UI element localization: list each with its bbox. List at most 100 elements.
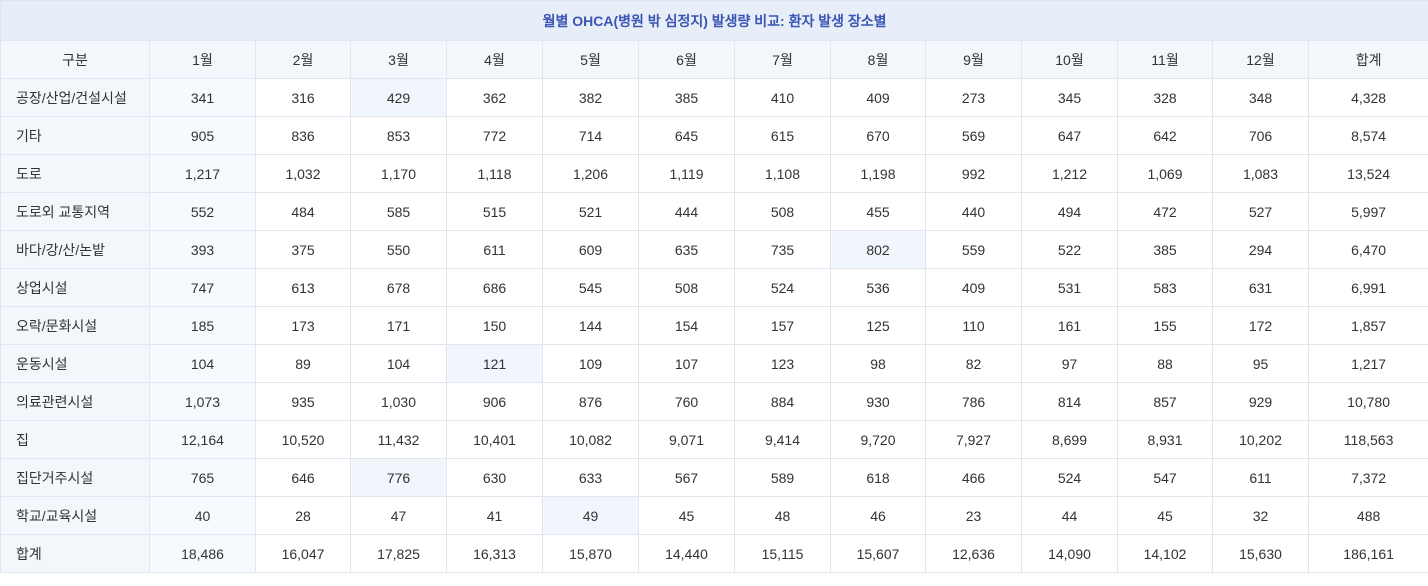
table-row: 기타 905 836 853 772 714 645 615 670 569 647 642 706 8,…: [0, 116, 1428, 155]
data-cell: 97: [1021, 344, 1118, 383]
row-total-cell: 6,470: [1307, 230, 1428, 269]
data-cell: 647: [1021, 116, 1118, 155]
data-cell: 154: [638, 306, 735, 345]
row-total-cell: 5,997: [1307, 192, 1428, 231]
row-total-cell: 6,991: [1307, 268, 1428, 307]
column-header: 6월: [638, 40, 735, 79]
ohca-monthly-table: 월별 OHCA(병원 밖 심정지) 발생량 비교: 환자 발생 장소별 구분 1월…: [0, 0, 1428, 573]
row-label: 공장/산업/건설시설: [0, 78, 150, 117]
data-cell: 536: [830, 268, 926, 307]
data-cell: 375: [255, 230, 351, 269]
data-cell: 550: [350, 230, 447, 269]
column-header: 11월: [1117, 40, 1213, 79]
data-cell: 41: [446, 496, 543, 535]
row-label: 도로: [0, 154, 150, 193]
data-cell: 32: [1212, 496, 1309, 535]
data-cell: 747: [149, 268, 256, 307]
row-label: 상업시설: [0, 268, 150, 307]
table-row: 상업시설 747 613 678 686 545 508 524 536 409 531 583 631…: [0, 268, 1428, 307]
data-cell: 385: [638, 78, 735, 117]
data-cell: 110: [925, 306, 1022, 345]
table-row: 도로외 교통지역 552 484 585 515 521 444 508 455 440 494 47…: [0, 192, 1428, 231]
data-cell: 545: [542, 268, 639, 307]
data-cell: 1,119: [638, 154, 735, 193]
total-cell: 16,313: [446, 534, 543, 573]
table-row: 학교/교육시설 40 28 47 41 49 45 48 46 23 44 45 32 488: [0, 496, 1428, 535]
data-cell: 444: [638, 192, 735, 231]
data-cell: 45: [638, 496, 735, 535]
data-cell: 173: [255, 306, 351, 345]
data-cell: 527: [1212, 192, 1309, 231]
data-cell: 524: [1021, 458, 1118, 497]
table-row: 도로 1,217 1,032 1,170 1,118 1,206 1,119 1,108 1,1…: [0, 154, 1428, 193]
data-cell: 678: [350, 268, 447, 307]
data-cell: 123: [734, 344, 831, 383]
data-cell: 633: [542, 458, 639, 497]
data-cell: 155: [1117, 306, 1213, 345]
data-cell: 1,073: [149, 382, 256, 421]
data-cell: 409: [830, 78, 926, 117]
column-header: 합계: [1307, 40, 1428, 79]
data-cell: 515: [446, 192, 543, 231]
data-cell: 466: [925, 458, 1022, 497]
row-total-cell: 1,857: [1307, 306, 1428, 345]
data-cell: 930: [830, 382, 926, 421]
data-cell: 1,030: [350, 382, 447, 421]
data-cell: 8,931: [1117, 420, 1213, 459]
data-cell: 521: [542, 192, 639, 231]
data-cell: 618: [830, 458, 926, 497]
row-total-cell: 4,328: [1307, 78, 1428, 117]
data-cell: 642: [1117, 116, 1213, 155]
data-cell: 646: [255, 458, 351, 497]
data-cell: 429: [350, 78, 447, 117]
data-cell: 98: [830, 344, 926, 383]
data-cell: 531: [1021, 268, 1118, 307]
data-cell: 613: [255, 268, 351, 307]
column-header: 9월: [925, 40, 1022, 79]
total-cell: 18,486: [149, 534, 256, 573]
data-cell: 1,198: [830, 154, 926, 193]
row-total-cell: 488: [1307, 496, 1428, 535]
row-label: 학교/교육시설: [0, 496, 150, 535]
data-cell: 7,927: [925, 420, 1022, 459]
data-cell: 524: [734, 268, 831, 307]
data-cell: 1,032: [255, 154, 351, 193]
data-cell: 48: [734, 496, 831, 535]
total-cell: 14,102: [1117, 534, 1213, 573]
data-cell: 10,202: [1212, 420, 1309, 459]
data-cell: 12,164: [149, 420, 256, 459]
data-cell: 765: [149, 458, 256, 497]
data-cell: 905: [149, 116, 256, 155]
row-total-cell: 1,217: [1307, 344, 1428, 383]
data-cell: 104: [350, 344, 447, 383]
data-cell: 47: [350, 496, 447, 535]
data-cell: 522: [1021, 230, 1118, 269]
data-cell: 89: [255, 344, 351, 383]
data-cell: 172: [1212, 306, 1309, 345]
data-cell: 157: [734, 306, 831, 345]
data-cell: 9,414: [734, 420, 831, 459]
data-cell: 631: [1212, 268, 1309, 307]
row-label: 도로외 교통지역: [0, 192, 150, 231]
data-cell: 49: [542, 496, 639, 535]
data-cell: 328: [1117, 78, 1213, 117]
data-cell: 472: [1117, 192, 1213, 231]
data-cell: 341: [149, 78, 256, 117]
data-cell: 121: [446, 344, 543, 383]
column-header: 10월: [1021, 40, 1118, 79]
data-cell: 906: [446, 382, 543, 421]
data-cell: 686: [446, 268, 543, 307]
data-cell: 484: [255, 192, 351, 231]
table-row: 오락/문화시설 185 173 171 150 144 154 157 125 110 161 155…: [0, 306, 1428, 345]
data-cell: 589: [734, 458, 831, 497]
data-cell: 1,069: [1117, 154, 1213, 193]
data-cell: 1,118: [446, 154, 543, 193]
row-label: 기타: [0, 116, 150, 155]
table-title: 월별 OHCA(병원 밖 심정지) 발생량 비교: 환자 발생 장소별: [0, 0, 1428, 41]
total-cell: 15,607: [830, 534, 926, 573]
column-header-row: 구분 1월 2월 3월 4월 5월 6월 7월 8월 9월 10월 11월 12월 합계: [0, 40, 1428, 79]
row-label: 운동시설: [0, 344, 150, 383]
total-row-label: 합계: [0, 534, 150, 573]
data-cell: 630: [446, 458, 543, 497]
